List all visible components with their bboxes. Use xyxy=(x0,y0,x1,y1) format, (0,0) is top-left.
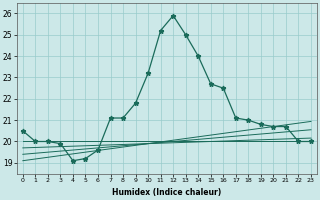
X-axis label: Humidex (Indice chaleur): Humidex (Indice chaleur) xyxy=(112,188,221,197)
